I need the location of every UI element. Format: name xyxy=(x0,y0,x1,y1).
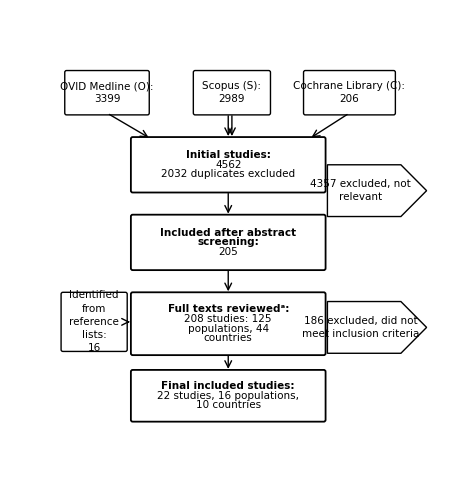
FancyBboxPatch shape xyxy=(131,137,326,192)
Text: 4357 excluded, not
relevant: 4357 excluded, not relevant xyxy=(310,179,411,202)
FancyBboxPatch shape xyxy=(61,292,127,351)
FancyBboxPatch shape xyxy=(193,71,271,115)
Text: 186 excluded, did not
meet inclusion criteria: 186 excluded, did not meet inclusion cri… xyxy=(302,316,419,339)
Text: Included after abstract: Included after abstract xyxy=(160,228,296,238)
Text: 22 studies, 16 populations,: 22 studies, 16 populations, xyxy=(157,391,299,401)
Text: 4562: 4562 xyxy=(215,160,241,170)
FancyBboxPatch shape xyxy=(303,71,395,115)
Text: Final included studies:: Final included studies: xyxy=(162,381,295,391)
Polygon shape xyxy=(328,301,427,353)
Text: 208 studies: 125: 208 studies: 125 xyxy=(184,314,272,324)
Text: screening:: screening: xyxy=(197,238,259,247)
Text: Identified
from
reference
lists:
16: Identified from reference lists: 16 xyxy=(69,290,119,353)
FancyBboxPatch shape xyxy=(131,215,326,270)
Text: populations, 44: populations, 44 xyxy=(188,324,269,334)
Text: 2032 duplicates excluded: 2032 duplicates excluded xyxy=(161,169,295,180)
Text: Scopus (S):
2989: Scopus (S): 2989 xyxy=(202,81,261,104)
FancyBboxPatch shape xyxy=(131,370,326,421)
Text: 10 countries: 10 countries xyxy=(196,400,261,410)
Text: OVID Medline (O):
3399: OVID Medline (O): 3399 xyxy=(60,81,154,104)
Text: Cochrane Library (C):
206: Cochrane Library (C): 206 xyxy=(293,81,405,104)
Text: Initial studies:: Initial studies: xyxy=(186,150,271,160)
Polygon shape xyxy=(328,165,427,216)
FancyBboxPatch shape xyxy=(65,71,149,115)
Text: countries: countries xyxy=(204,333,253,343)
FancyBboxPatch shape xyxy=(131,292,326,355)
Text: 205: 205 xyxy=(219,247,238,257)
Text: Full texts reviewedᵃ:: Full texts reviewedᵃ: xyxy=(167,304,289,314)
